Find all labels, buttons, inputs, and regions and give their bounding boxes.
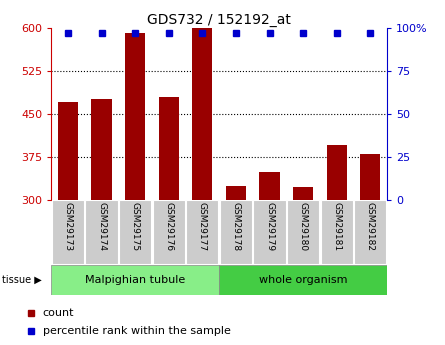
Bar xyxy=(259,172,279,200)
Text: percentile rank within the sample: percentile rank within the sample xyxy=(43,326,231,335)
Text: Malpighian tubule: Malpighian tubule xyxy=(85,275,185,285)
Title: GDS732 / 152192_at: GDS732 / 152192_at xyxy=(147,12,291,27)
Bar xyxy=(354,200,386,264)
Bar xyxy=(321,200,353,264)
Bar xyxy=(85,200,117,264)
Text: count: count xyxy=(43,308,74,318)
Bar xyxy=(119,200,151,264)
Bar xyxy=(293,187,313,200)
Text: GSM29174: GSM29174 xyxy=(97,202,106,251)
Text: GSM29176: GSM29176 xyxy=(164,202,173,251)
Text: tissue ▶: tissue ▶ xyxy=(2,275,42,285)
Bar xyxy=(254,200,286,264)
Text: GSM29180: GSM29180 xyxy=(299,202,307,251)
Bar xyxy=(92,99,112,200)
Bar xyxy=(226,186,246,200)
Bar xyxy=(192,28,212,200)
Bar xyxy=(52,200,84,264)
Bar xyxy=(360,154,380,200)
Text: GSM29179: GSM29179 xyxy=(265,202,274,251)
Text: GSM29177: GSM29177 xyxy=(198,202,207,251)
Bar xyxy=(287,200,319,264)
Text: GSM29175: GSM29175 xyxy=(131,202,140,251)
Bar xyxy=(51,265,219,295)
Text: GSM29178: GSM29178 xyxy=(231,202,240,251)
Bar xyxy=(327,146,347,200)
Bar xyxy=(153,200,185,264)
Bar xyxy=(186,200,218,264)
Text: GSM29173: GSM29173 xyxy=(64,202,73,251)
Bar xyxy=(159,97,179,200)
Text: GSM29182: GSM29182 xyxy=(366,202,375,251)
Bar xyxy=(58,102,78,200)
Bar xyxy=(219,265,387,295)
Text: whole organism: whole organism xyxy=(259,275,348,285)
Text: GSM29181: GSM29181 xyxy=(332,202,341,251)
Bar xyxy=(220,200,252,264)
Bar xyxy=(125,33,145,200)
